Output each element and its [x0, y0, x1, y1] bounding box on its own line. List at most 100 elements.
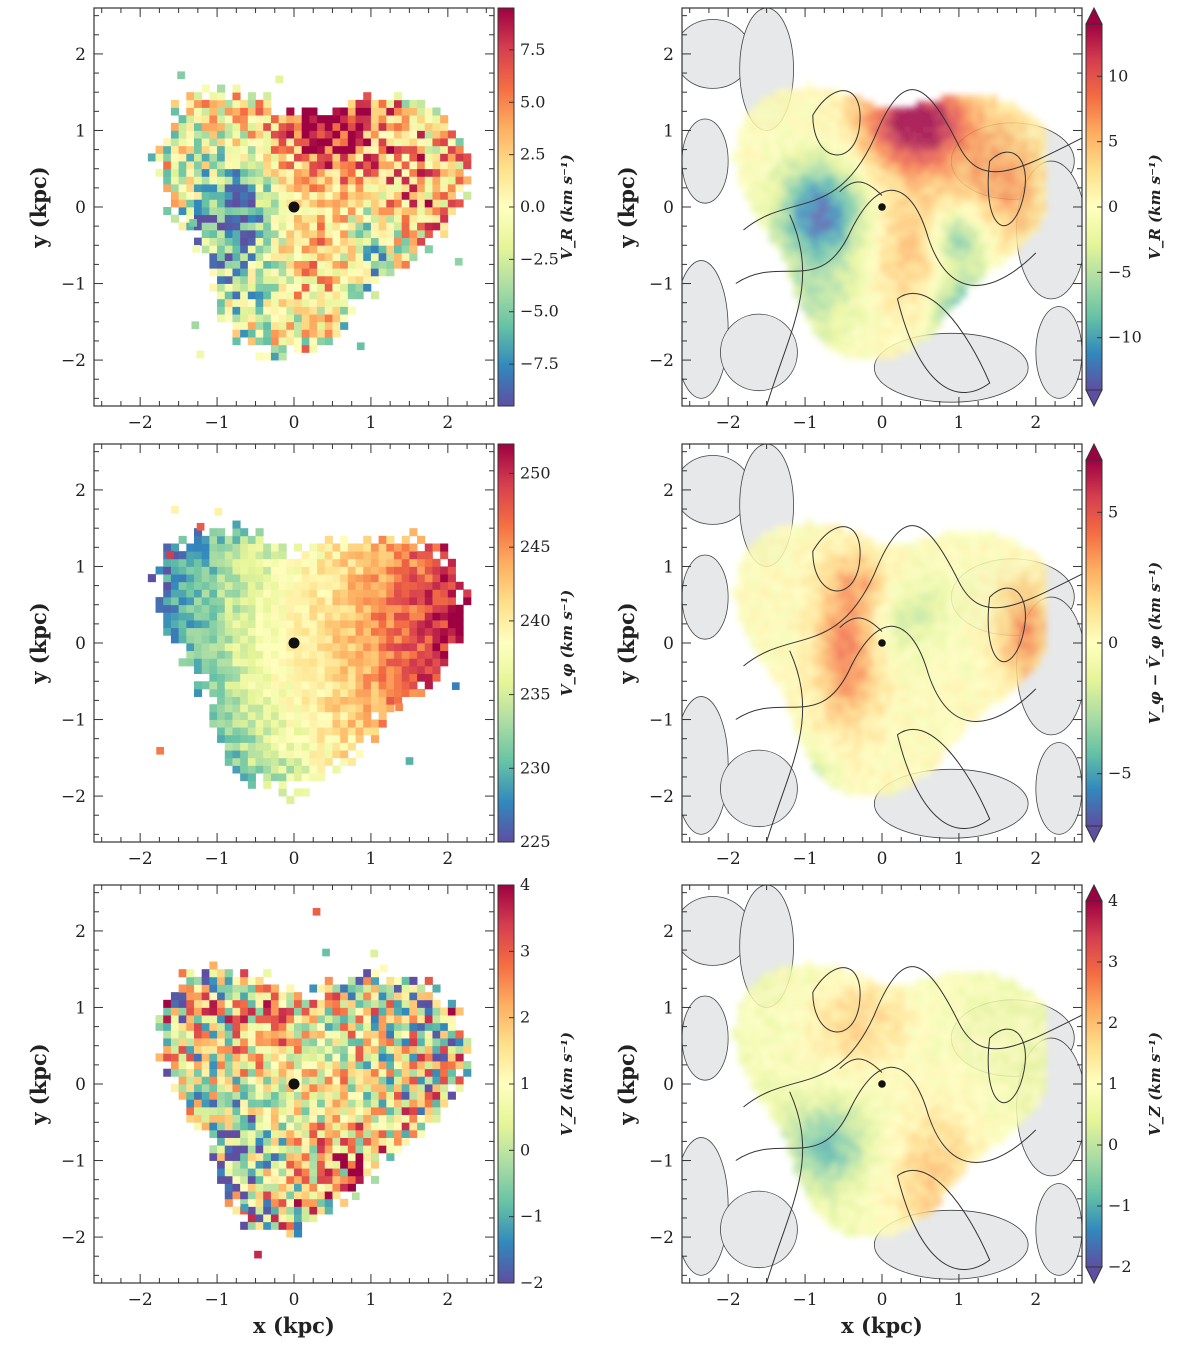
smooth-cell	[756, 598, 764, 606]
smooth-cell	[885, 211, 893, 219]
bin-cell	[401, 604, 410, 613]
bin-cell	[432, 145, 441, 154]
bin-cell	[409, 627, 418, 636]
bin-cell	[309, 222, 318, 231]
smooth-cell	[910, 107, 918, 115]
bin-cell	[378, 696, 387, 705]
bin-cell	[378, 107, 387, 116]
bin-cell	[209, 650, 218, 659]
bin-cell	[201, 543, 210, 552]
smooth-cell	[787, 549, 795, 557]
smooth-cell	[830, 211, 838, 219]
bin-cell	[263, 138, 272, 147]
smooth-cell	[824, 125, 832, 133]
smooth-cell	[941, 174, 948, 182]
smooth-cell	[879, 739, 887, 747]
bin-cell	[324, 237, 333, 246]
smooth-cell	[836, 610, 844, 618]
bin-cell	[201, 581, 210, 590]
bin-cell	[417, 115, 426, 124]
bin-cell	[340, 574, 349, 583]
smooth-cell	[818, 531, 825, 538]
bin-cell	[332, 168, 341, 177]
smooth-cell	[898, 211, 905, 219]
bin-cell	[217, 222, 226, 231]
bin-cell	[424, 581, 433, 590]
smooth-cell	[793, 254, 801, 262]
smooth-cell	[781, 217, 788, 225]
smooth-cell	[824, 641, 832, 649]
smooth-cell	[855, 788, 862, 796]
smooth-cell	[904, 690, 912, 698]
bin-cell	[209, 283, 218, 292]
smooth-cell	[812, 291, 819, 298]
bin-cell	[363, 222, 372, 231]
bin-cell	[163, 176, 172, 185]
smooth-cell	[842, 696, 850, 704]
smooth-cell	[775, 211, 782, 219]
x-tick-label: −2	[716, 413, 741, 433]
smooth-cell	[904, 647, 912, 655]
smooth-cell	[781, 672, 788, 679]
smooth-cell	[1033, 168, 1041, 176]
bin-cell	[186, 207, 195, 216]
bin-cell	[170, 543, 180, 552]
bin-cell	[378, 138, 387, 147]
bin-cell	[432, 191, 441, 200]
smooth-cell	[848, 131, 856, 139]
smooth-cell	[836, 180, 844, 188]
smooth-cell	[996, 180, 1004, 188]
smooth-cell	[793, 598, 801, 606]
smooth-cell	[916, 537, 924, 545]
smooth-cell	[861, 592, 868, 600]
bin-cell	[417, 535, 426, 544]
smooth-cell	[879, 303, 887, 311]
smooth-cell	[885, 751, 893, 759]
bin-cell	[324, 665, 333, 675]
bin-cell	[432, 115, 441, 124]
smooth-cell	[873, 248, 881, 256]
smooth-cell	[768, 119, 776, 127]
smooth-cell	[935, 144, 942, 151]
bin-cell	[217, 84, 226, 93]
bin-cell	[201, 130, 210, 139]
bin-cell	[386, 168, 395, 177]
smooth-cell	[787, 665, 795, 673]
smooth-cell	[842, 297, 850, 305]
smooth-cell	[879, 733, 887, 741]
bin-cell	[332, 298, 341, 307]
smooth-cell	[750, 119, 758, 127]
smooth-cell	[855, 678, 862, 685]
bin-cell	[332, 275, 341, 284]
smooth-cell	[947, 101, 955, 109]
smooth-cell	[861, 610, 868, 618]
bin-cell	[378, 237, 387, 246]
smooth-cell	[922, 303, 930, 311]
bin-cell	[232, 99, 241, 108]
smooth-cell	[898, 543, 905, 551]
bin-cell	[286, 734, 295, 743]
bin-cell	[247, 665, 256, 675]
smooth-cell	[762, 610, 770, 618]
smooth-cell	[965, 131, 973, 139]
smooth-cell	[879, 346, 887, 354]
smooth-cell	[836, 739, 844, 747]
smooth-cell	[972, 199, 979, 207]
smooth-cell	[793, 101, 801, 109]
bin-cell	[409, 161, 418, 170]
bin-cell	[301, 191, 310, 200]
smooth-cell	[836, 659, 844, 667]
smooth-cell	[873, 647, 881, 655]
smooth-cell	[830, 315, 838, 323]
bin-cell	[447, 635, 456, 644]
bin-cell	[301, 620, 310, 629]
smooth-cell	[916, 672, 924, 679]
smooth-cell	[873, 107, 881, 115]
smooth-cell	[867, 217, 875, 225]
smooth-cell	[855, 211, 862, 219]
bin-cell	[386, 543, 395, 552]
smooth-cell	[892, 199, 899, 207]
smooth-cell	[756, 653, 764, 661]
smooth-cell	[855, 303, 862, 311]
smooth-cell	[904, 205, 912, 213]
